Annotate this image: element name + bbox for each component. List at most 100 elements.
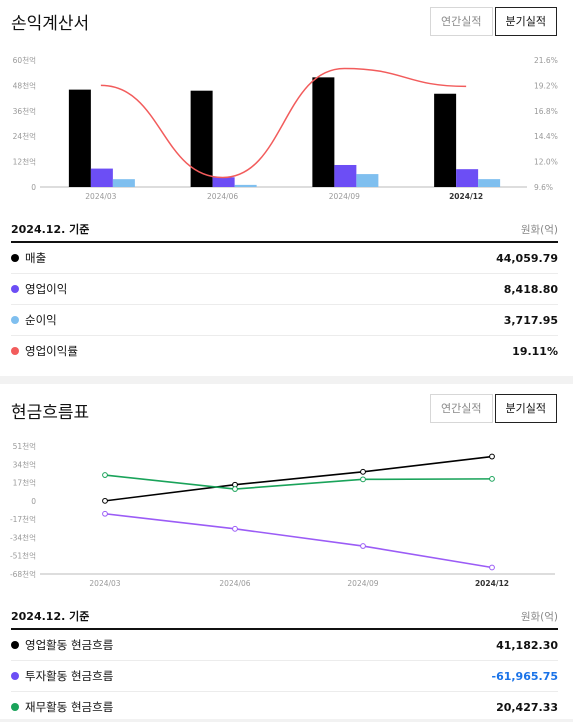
series-point-0 xyxy=(360,468,366,475)
bar-0 xyxy=(190,90,213,187)
series-point-0 xyxy=(489,453,495,460)
x-tick-label: 2024/09 xyxy=(347,579,378,588)
cashflow-summary-list: 영업활동 현금흐름 41,182.30 투자활동 현금흐름 -61,965.75… xyxy=(11,630,558,722)
y-tick-label: -17천억 xyxy=(10,514,36,524)
y2-tick-label: 19.2% xyxy=(534,81,558,90)
x-tick-label: 2024/03 xyxy=(85,192,116,201)
operating-margin-legend-dot xyxy=(11,347,19,355)
cashflow-summary-header: 2024.12. 기준 원화(억) xyxy=(11,605,558,627)
income-chart: 0 12천억 24천억 36천억 48천억 60천억 9.6% 12.0% 14.4% 16.8%… xyxy=(13,55,558,201)
cashflow-row-investing: 투자활동 현금흐름 -61,965.75 xyxy=(11,661,558,692)
bar-2 xyxy=(478,179,501,187)
y2-tick-label: 21.6% xyxy=(534,56,558,65)
row-value: 3,717.95 xyxy=(503,313,558,327)
cashflow-quarterly-button[interactable]: 분기실적 xyxy=(494,394,557,423)
row-label: 재무활동 현금흐름 xyxy=(25,700,114,714)
row-value: 44,059.79 xyxy=(496,251,558,265)
bar-0 xyxy=(68,89,91,187)
cashflow-period-toggle: 연간실적 분기실적 xyxy=(430,394,557,423)
row-label: 순이익 xyxy=(25,313,57,327)
bar-1 xyxy=(212,177,235,187)
series-line-1 xyxy=(104,512,493,569)
x-tick-label: 2024/06 xyxy=(207,192,238,201)
y-tick-label: 48천억 xyxy=(13,80,36,90)
x-tick-label: 2024/09 xyxy=(329,192,360,201)
row-value: 8,418.80 xyxy=(503,282,558,296)
series-line-2 xyxy=(104,474,493,490)
x-tick-label: 2024/03 xyxy=(89,579,120,588)
cashflow-chart: -68천억 -51천억 -34천억 -17천억 0 17천억 34천억 51천억 2024/03… xyxy=(10,441,555,588)
operating-profit-legend-dot xyxy=(11,285,19,293)
y-tick-label: 12천억 xyxy=(13,157,36,167)
row-value: -61,965.75 xyxy=(491,669,559,683)
bar-1 xyxy=(334,164,357,187)
series-point-2 xyxy=(232,486,238,492)
financing-cf-legend-dot xyxy=(11,703,19,711)
y-tick-label: 17천억 xyxy=(13,478,36,488)
row-label: 투자활동 현금흐름 xyxy=(25,669,114,683)
revenue-legend-dot xyxy=(11,254,19,262)
cashflow-annual-button[interactable]: 연간실적 xyxy=(430,394,493,423)
y-tick-label: -68천억 xyxy=(10,569,36,579)
y2-tick-label: 12.0% xyxy=(534,158,558,167)
bar-2 xyxy=(112,179,135,187)
income-summary-header: 2024.12. 기준 원화(억) xyxy=(11,218,558,240)
income-summary-list: 매출 44,059.79 영업이익 8,418.80 순이익 3,717.95 … xyxy=(11,243,558,366)
net-income-legend-dot xyxy=(11,316,19,324)
income-divider xyxy=(11,241,558,243)
y-tick-label: 51천억 xyxy=(13,441,36,451)
y2-tick-label: 14.4% xyxy=(534,132,558,141)
y-tick-label: 24천억 xyxy=(13,131,36,141)
x-tick-label: 2024/06 xyxy=(219,579,250,588)
row-label: 영업이익 xyxy=(25,282,68,296)
series-line-0 xyxy=(104,455,493,502)
bar-0 xyxy=(434,93,457,187)
cashflow-summary-base: 2024.12. 기준 xyxy=(11,610,90,623)
y-tick-label: 0 xyxy=(31,497,36,506)
cashflow-summary-unit: 원화(억) xyxy=(520,610,558,623)
bar-1 xyxy=(456,169,479,187)
bar-0 xyxy=(312,77,335,187)
y-tick-label: 36천억 xyxy=(13,106,36,116)
cashflow-divider xyxy=(11,628,558,630)
series-point-0 xyxy=(102,497,108,504)
income-row-operating-margin: 영업이익률 19.11% xyxy=(11,336,558,366)
income-title: 손익계산서 xyxy=(11,14,90,34)
cashflow-card: 현금흐름표 연간실적 분기실적 -68천억 -51천억 -34천억 -17천억 0 17천… xyxy=(0,384,573,719)
y-tick-label: 0 xyxy=(31,183,36,192)
income-row-revenue: 매출 44,059.79 xyxy=(11,243,558,274)
x-tick-label: 2024/12 xyxy=(475,579,509,588)
row-label: 영업이익률 xyxy=(25,344,78,358)
margin-line xyxy=(100,67,467,179)
bar-2 xyxy=(234,184,257,187)
row-label: 매출 xyxy=(25,251,47,265)
series-point-2 xyxy=(102,472,108,478)
y2-tick-label: 9.6% xyxy=(534,183,553,192)
row-value: 20,427.33 xyxy=(496,700,558,714)
row-value: 19.11% xyxy=(512,344,558,358)
cashflow-title: 현금흐름표 xyxy=(11,403,90,423)
income-quarterly-button[interactable]: 분기실적 xyxy=(494,7,557,36)
row-value: 41,182.30 xyxy=(496,638,558,652)
x-tick-label: 2024/12 xyxy=(449,192,483,201)
investing-cf-legend-dot xyxy=(11,672,19,680)
series-point-2 xyxy=(360,476,366,483)
income-annual-button[interactable]: 연간실적 xyxy=(430,7,493,36)
series-point-2 xyxy=(489,475,495,482)
y-tick-label: 60천억 xyxy=(13,55,36,65)
cashflow-row-operating: 영업활동 현금흐름 41,182.30 xyxy=(11,630,558,661)
bar-1 xyxy=(90,168,113,187)
y-tick-label: -51천억 xyxy=(10,551,36,561)
bar-2 xyxy=(356,174,379,187)
income-summary-base: 2024.12. 기준 xyxy=(11,223,90,236)
series-point-1 xyxy=(489,564,495,571)
y2-tick-label: 16.8% xyxy=(534,107,558,116)
series-point-1 xyxy=(102,510,108,517)
income-summary-unit: 원화(억) xyxy=(520,223,558,236)
income-row-net-income: 순이익 3,717.95 xyxy=(11,305,558,336)
series-point-1 xyxy=(232,525,238,532)
row-label: 영업활동 현금흐름 xyxy=(25,638,114,652)
income-period-toggle: 연간실적 분기실적 xyxy=(430,7,557,36)
cashflow-row-financing: 재무활동 현금흐름 20,427.33 xyxy=(11,692,558,722)
series-point-1 xyxy=(360,543,366,549)
